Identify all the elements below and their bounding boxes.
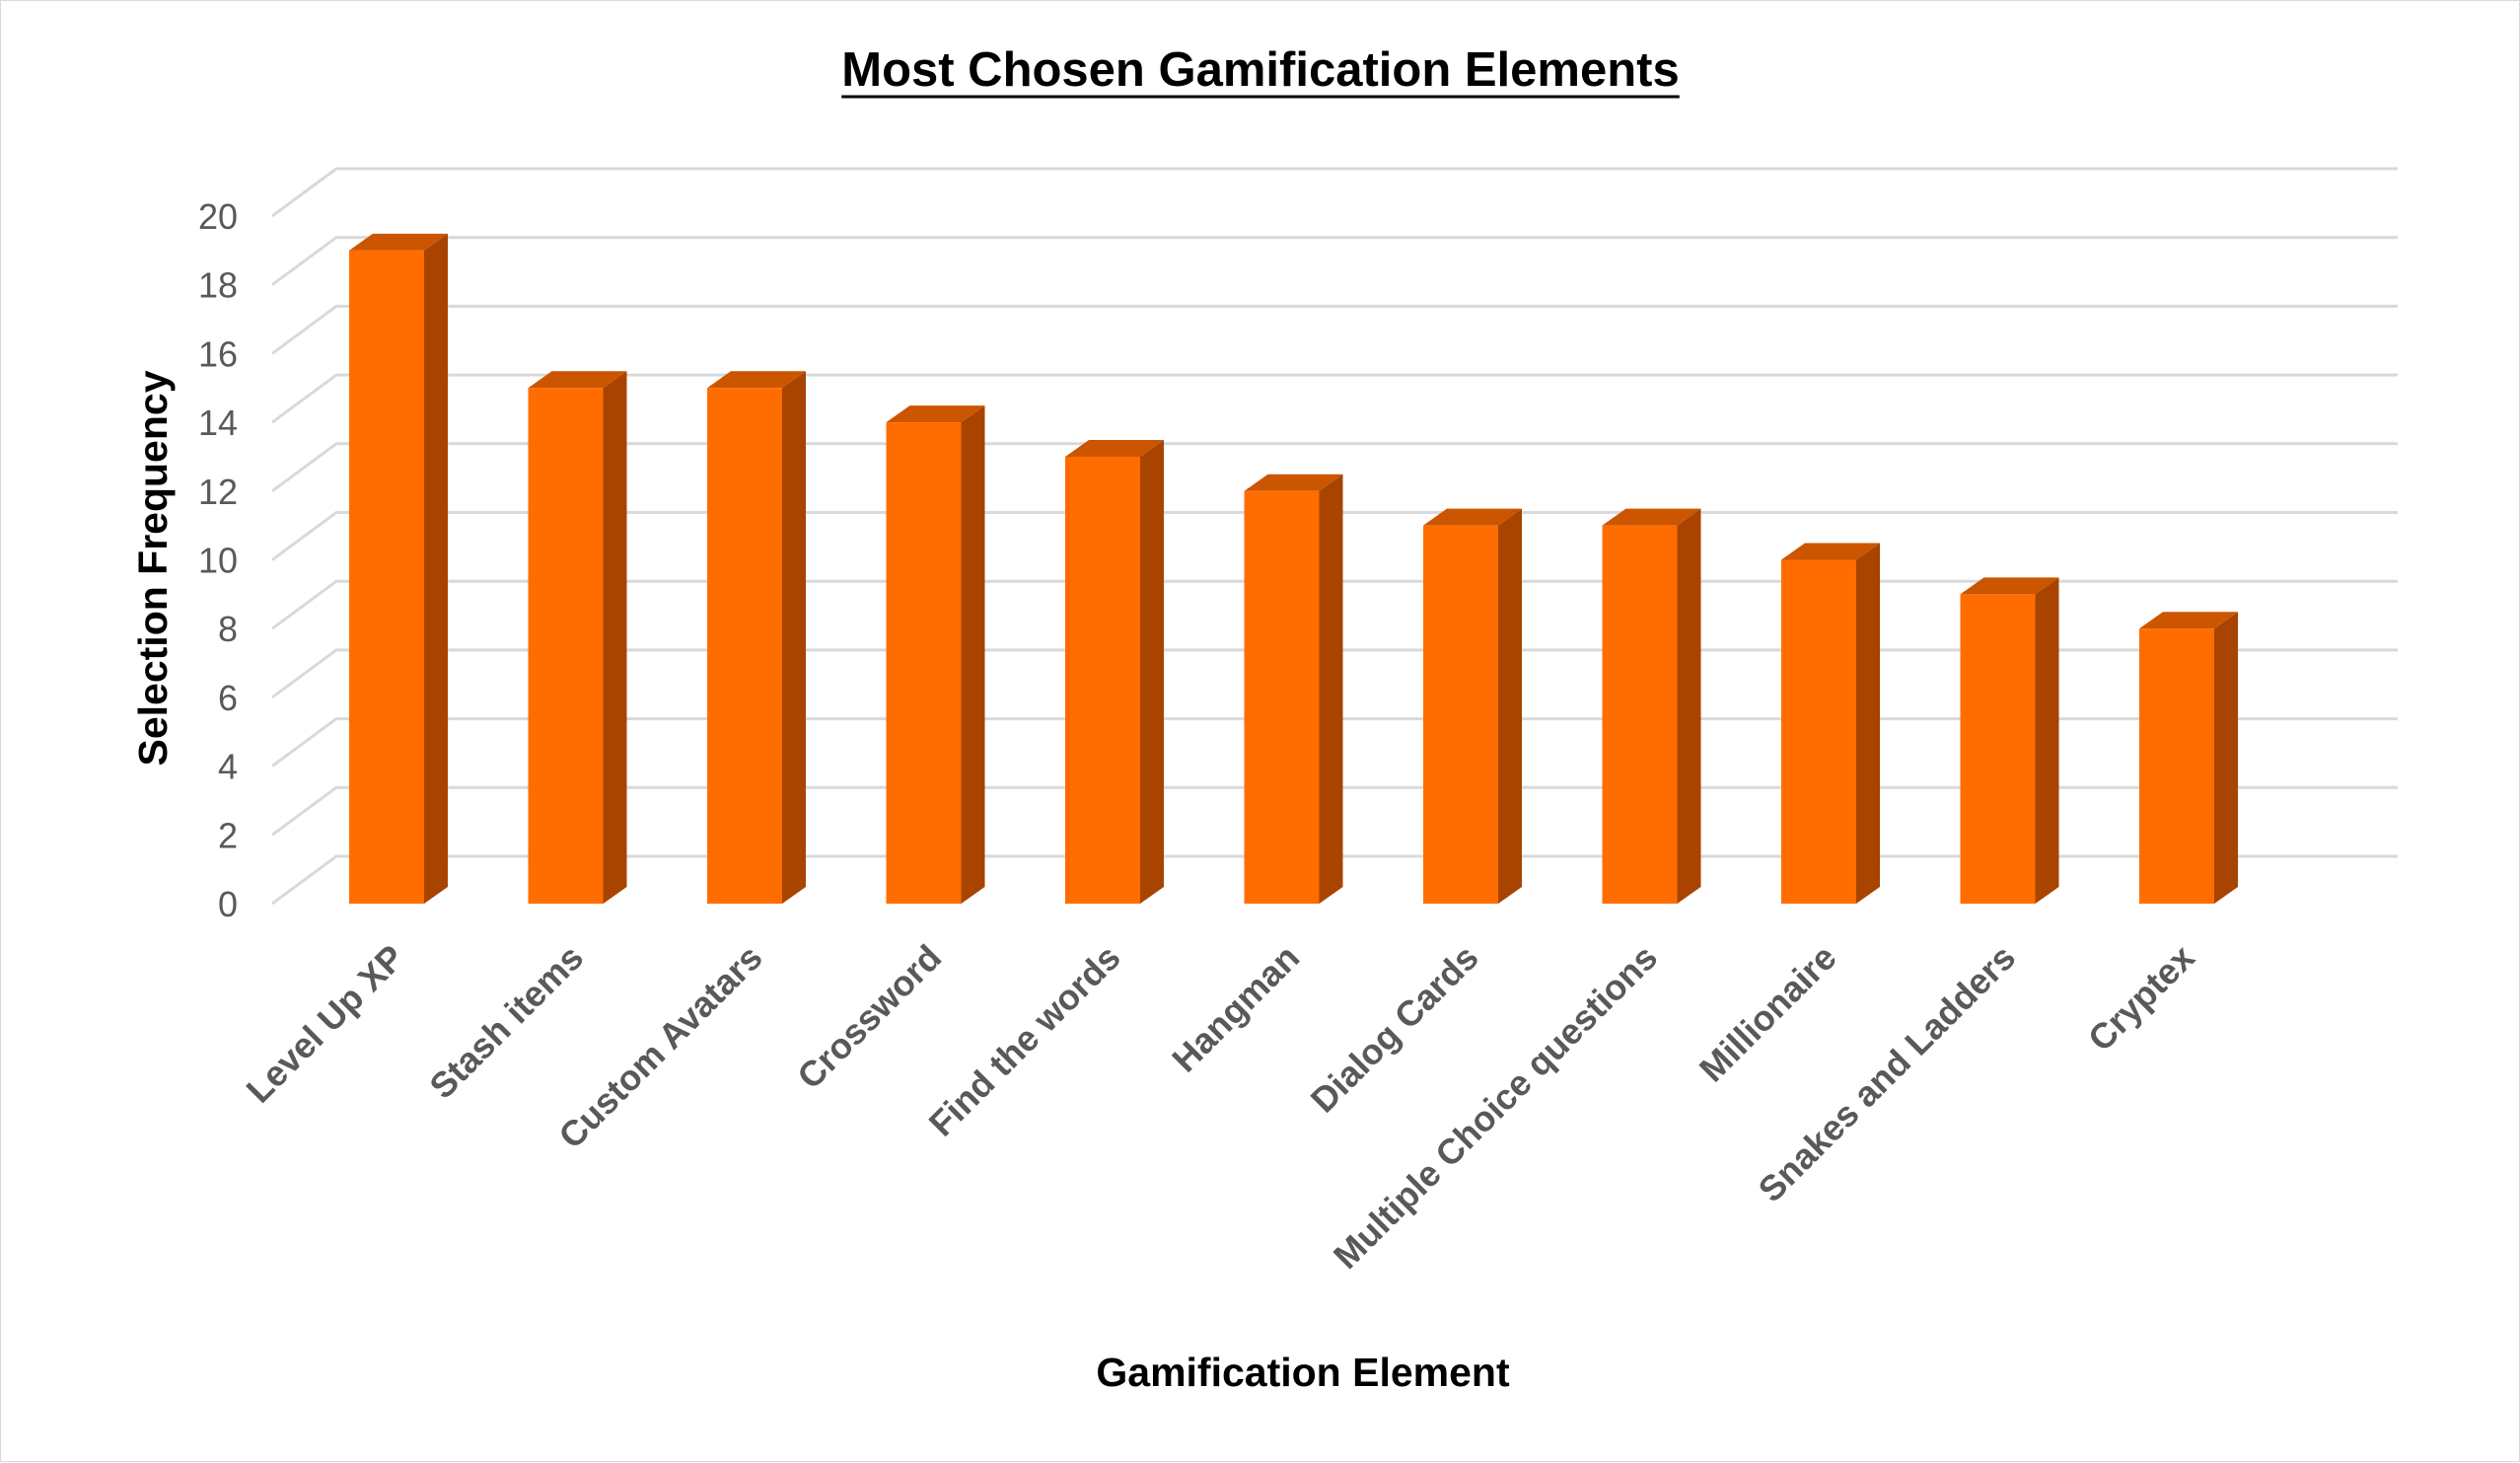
bar-front — [2139, 628, 2214, 904]
bar-top — [707, 371, 806, 389]
y-tick-label: 8 — [218, 609, 238, 649]
x-axis-title: Gamification Element — [1096, 1350, 1510, 1395]
y-tick-label: 12 — [198, 472, 238, 512]
y-tick-label: 20 — [198, 196, 238, 237]
gridline — [271, 511, 2398, 561]
y-tick-label: 0 — [218, 884, 238, 924]
bar — [1244, 474, 1343, 904]
x-tick-label: Find the words — [921, 937, 1128, 1144]
gridline — [271, 648, 2398, 699]
x-tick-label: Level Up XP — [239, 937, 412, 1111]
gridline — [271, 785, 2398, 837]
bar-side — [1856, 543, 1880, 904]
y-tick-label: 14 — [198, 402, 238, 443]
bar-side — [2035, 577, 2059, 904]
y-tick-label: 2 — [218, 815, 238, 855]
bar-side — [1498, 508, 1522, 904]
gridline — [271, 579, 2398, 630]
bar-top — [1960, 577, 2059, 595]
bar-front — [886, 422, 962, 904]
bar — [1602, 508, 1701, 904]
bar-top — [886, 405, 985, 423]
bar-side — [1677, 508, 1701, 904]
bar-side — [2214, 612, 2238, 904]
bar — [349, 233, 448, 905]
bar-front — [707, 388, 782, 904]
bar-side — [603, 371, 627, 904]
gridline — [271, 167, 2398, 218]
x-tick-label: Millionaire — [1692, 937, 1844, 1090]
gridline — [271, 304, 2398, 355]
bar — [1423, 508, 1522, 904]
bar — [1960, 577, 2059, 904]
bar-side — [424, 233, 448, 905]
bar-side — [1140, 439, 1164, 904]
y-tick-label: 18 — [198, 265, 238, 306]
bar — [1781, 543, 1880, 904]
gridline — [271, 236, 2398, 286]
x-tick-label: Dialog Cards — [1303, 937, 1486, 1121]
gridline — [271, 442, 2398, 493]
bar-front — [1602, 525, 1678, 904]
gridline — [271, 717, 2398, 768]
bar-top — [1781, 543, 1880, 560]
y-tick-label: 16 — [198, 333, 238, 374]
bar-top — [2139, 612, 2238, 629]
gridlines — [271, 167, 2398, 906]
bar-front — [1423, 525, 1498, 904]
gridline — [271, 373, 2398, 424]
x-tick-label: Crossword — [789, 937, 949, 1097]
bar-top — [1244, 474, 1343, 491]
bar-front — [1960, 594, 2036, 904]
bar-front — [528, 388, 604, 904]
bar-top — [1602, 508, 1701, 526]
y-tick-label: 4 — [218, 747, 238, 787]
bars — [349, 233, 2238, 905]
bar — [707, 371, 806, 904]
chart-title: Most Chosen Gamification Elements — [841, 43, 1680, 97]
bar-top — [1065, 439, 1164, 457]
bar — [1065, 439, 1164, 904]
bar-front — [1244, 490, 1320, 904]
bar — [886, 405, 985, 904]
bar-top — [1423, 508, 1522, 526]
y-tick-label: 10 — [198, 541, 238, 581]
bar-top — [349, 233, 448, 251]
bar-top — [528, 371, 627, 389]
bar-side — [961, 405, 985, 904]
x-tick-label: Multiple Choice questions — [1326, 937, 1665, 1277]
gridline — [271, 854, 2398, 906]
y-axis-title: Selection Frequency — [130, 370, 176, 766]
bar-front — [1781, 559, 1856, 904]
x-tick-label: Stash items — [421, 937, 591, 1107]
bar — [528, 371, 627, 904]
bar — [2139, 612, 2238, 904]
x-tick-label: Hangman — [1164, 937, 1307, 1080]
bar-front — [1065, 456, 1140, 904]
y-tick-label: 6 — [218, 678, 238, 718]
bar-side — [1319, 474, 1343, 904]
bar-front — [349, 250, 424, 905]
y-tick-labels: 0 2 4 6 8 10 12 14 16 18 20 — [198, 196, 238, 924]
x-tick-label: Cryptex — [2080, 937, 2202, 1060]
bar-side — [782, 371, 806, 904]
